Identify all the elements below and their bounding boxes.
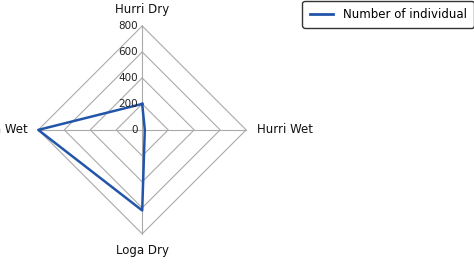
Legend: Number of individual: Number of individual xyxy=(302,1,474,28)
Text: 0: 0 xyxy=(132,125,138,135)
Text: 800: 800 xyxy=(118,21,138,31)
Text: 400: 400 xyxy=(118,73,138,83)
Text: Hurri Dry: Hurri Dry xyxy=(115,3,169,16)
Text: Hurri Wet: Hurri Wet xyxy=(256,123,312,136)
Text: 200: 200 xyxy=(118,99,138,109)
Text: Loga Wet: Loga Wet xyxy=(0,123,28,136)
Text: 600: 600 xyxy=(118,47,138,57)
Text: Loga Dry: Loga Dry xyxy=(116,244,169,257)
